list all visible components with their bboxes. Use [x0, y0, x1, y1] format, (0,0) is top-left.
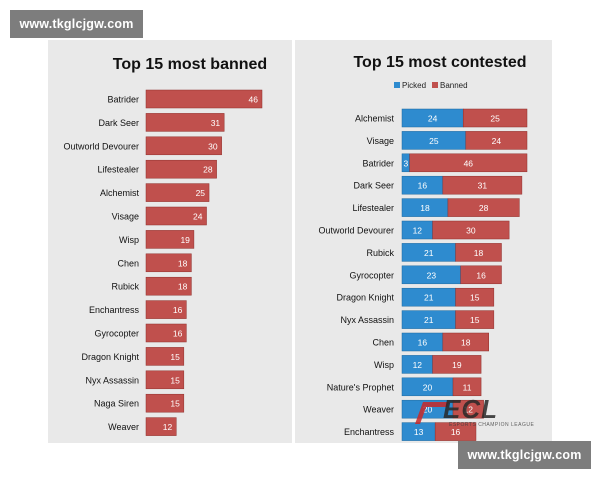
banned-bar-batrider [146, 90, 262, 108]
watermark-top: www.tkglcjgw.com [10, 10, 143, 38]
category-label: Nyx Assassin [340, 315, 394, 325]
value-label: 15 [170, 399, 180, 409]
banned-value-label: 25 [490, 114, 500, 124]
legend-label-picked: Picked [402, 81, 426, 90]
category-label: Rubick [366, 248, 394, 258]
category-label: Enchantress [89, 305, 140, 315]
category-label: Alchemist [100, 188, 140, 198]
banned-value-label: 15 [470, 293, 480, 303]
value-label: 31 [211, 118, 221, 128]
value-label: 24 [193, 212, 203, 222]
ecl-logo: ECL ESPORTS CHAMPION LEAGUE [415, 398, 555, 432]
watermark-bottom: www.tkglcjgw.com [458, 441, 591, 469]
value-label: 25 [196, 188, 206, 198]
picked-value-label: 16 [418, 338, 428, 348]
most-banned-title: Top 15 most banned [113, 56, 267, 73]
banned-value-label: 11 [463, 382, 472, 392]
category-label: Wisp [119, 235, 139, 245]
value-label: 12 [163, 422, 173, 432]
banned-value-label: 24 [492, 136, 502, 146]
banned-value-label: 19 [452, 360, 462, 370]
most-contested-chart: Top 15 most contested Picked Banned Alch… [318, 54, 527, 441]
category-label: Nyx Assassin [85, 375, 139, 385]
value-label: 15 [170, 375, 180, 385]
category-label: Weaver [108, 422, 139, 432]
category-label: Dragon Knight [81, 352, 139, 362]
category-label: Enchantress [344, 427, 395, 437]
category-label: Batrider [362, 158, 394, 168]
category-label: Gyrocopter [349, 270, 394, 280]
banned-value-label: 18 [461, 338, 471, 348]
value-label: 30 [208, 141, 218, 151]
legend-swatch-banned [432, 82, 438, 88]
legend: Picked Banned [394, 81, 468, 90]
picked-value-label: 21 [424, 293, 434, 303]
category-label: Visage [112, 212, 139, 222]
value-label: 46 [249, 95, 259, 105]
picked-value-label: 25 [429, 136, 439, 146]
category-label: Weaver [363, 405, 394, 415]
category-label: Chen [117, 258, 139, 268]
picked-value-label: 21 [424, 315, 434, 325]
value-label: 18 [178, 258, 188, 268]
ecl-logo-text: ECL [443, 394, 498, 425]
banned-value-label: 30 [466, 226, 476, 236]
value-label: 15 [170, 352, 180, 362]
value-label: 18 [178, 282, 188, 292]
picked-value-label: 12 [413, 226, 423, 236]
category-label: Lifestealer [352, 203, 394, 213]
picked-value-label: 24 [428, 114, 438, 124]
category-label: Rubick [111, 282, 139, 292]
banned-value-label: 15 [470, 315, 480, 325]
ecl-logo-subtitle: ESPORTS CHAMPION LEAGUE [449, 422, 534, 428]
banned-value-label: 31 [478, 181, 488, 191]
picked-value-label: 18 [420, 203, 430, 213]
value-label: 19 [180, 235, 190, 245]
category-label: Visage [367, 136, 394, 146]
value-label: 16 [173, 305, 183, 315]
category-label: Dark Seer [98, 118, 139, 128]
most-banned-chart: Top 15 most banned Batrider 46 Dark Seer 31… [63, 56, 267, 436]
picked-value-label: 21 [424, 248, 434, 258]
banned-value-label: 46 [464, 158, 474, 168]
category-label: Dark Seer [353, 181, 394, 191]
banned-value-label: 16 [476, 270, 486, 280]
picked-value-label: 3 [403, 158, 408, 168]
category-label: Chen [372, 338, 394, 348]
value-label: 28 [203, 165, 213, 175]
category-label: Dragon Knight [336, 293, 394, 303]
category-label: Outworld Devourer [318, 226, 394, 236]
category-label: Gyrocopter [94, 329, 139, 339]
value-label: 16 [173, 329, 183, 339]
most-contested-title: Top 15 most contested [353, 54, 526, 71]
category-label: Lifestealer [97, 165, 139, 175]
picked-value-label: 23 [427, 270, 437, 280]
picked-value-label: 20 [423, 382, 433, 392]
legend-swatch-picked [394, 82, 400, 88]
picked-value-label: 16 [418, 181, 428, 191]
category-label: Wisp [374, 360, 394, 370]
picked-value-label: 12 [413, 360, 423, 370]
category-label: Naga Siren [94, 399, 139, 409]
banned-value-label: 28 [479, 203, 489, 213]
banned-value-label: 18 [474, 248, 484, 258]
category-label: Batrider [107, 95, 139, 105]
category-label: Alchemist [355, 114, 395, 124]
category-label: Nature's Prophet [327, 382, 395, 392]
legend-label-banned: Banned [440, 81, 468, 90]
category-label: Outworld Devourer [63, 141, 139, 151]
